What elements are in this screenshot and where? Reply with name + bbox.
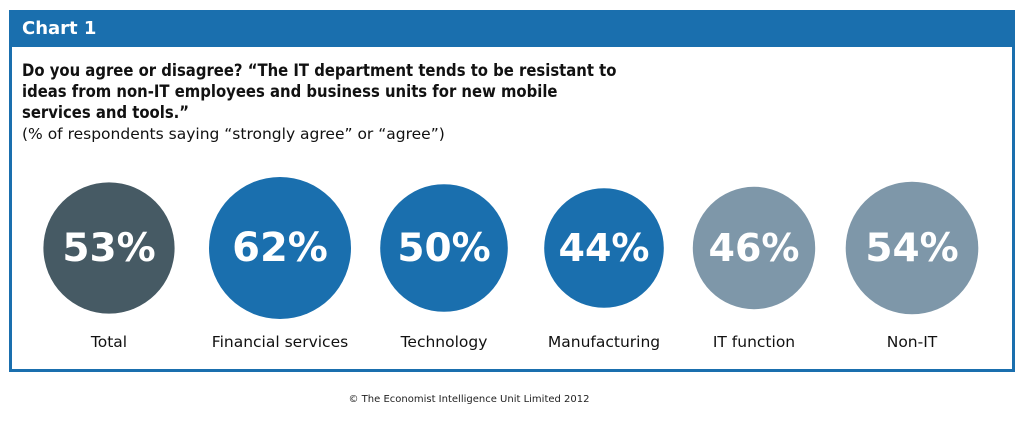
bubble-value-label-technology: 50% xyxy=(397,226,490,271)
bubble-group-non-it: 54% Non-IT xyxy=(845,181,979,351)
chart-header-bar: Chart 1 xyxy=(12,13,1012,47)
bubble-group-technology: 50% Technology xyxy=(380,184,508,351)
bubble-it-function xyxy=(692,186,816,310)
category-label-financial-services: Financial services xyxy=(212,333,348,351)
bubble-manufacturing xyxy=(544,188,664,308)
bubble-group-total: 53% Total xyxy=(43,182,175,351)
chart-header-title: Chart 1 xyxy=(22,18,97,39)
bubble-group-manufacturing: 44% Manufacturing xyxy=(544,188,664,351)
bubble-technology xyxy=(380,184,508,312)
bubble-value-label-total: 53% xyxy=(62,226,155,271)
chart-subnote: (% of respondents saying “strongly agree… xyxy=(22,125,445,143)
bubble-value-label-it-function: 46% xyxy=(709,226,800,270)
copyright-footer: © The Economist Intelligence Unit Limite… xyxy=(348,394,590,405)
bubble-value-label-non-it: 54% xyxy=(865,226,958,271)
bubble-chart: 53% Total 62% Financial services 50% Technolo… xyxy=(43,177,979,351)
category-label-non-it: Non-IT xyxy=(887,333,938,351)
bubble-group-financial-services: 62% Financial services xyxy=(209,177,351,351)
category-label-manufacturing: Manufacturing xyxy=(548,333,660,351)
chart-frame: Chart 1 Do you agree or disagree? “The I… xyxy=(9,10,1015,372)
bubble-value-label-financial-services: 62% xyxy=(232,225,328,271)
category-label-total: Total xyxy=(90,333,127,351)
bubble-value-label-manufacturing: 44% xyxy=(559,226,650,270)
category-label-it-function: IT function xyxy=(713,333,795,351)
chart-question: Do you agree or disagree? “The IT depart… xyxy=(22,61,617,122)
bubble-non-it xyxy=(845,181,979,315)
category-label-technology: Technology xyxy=(400,333,488,351)
bubble-group-it-function: 46% IT function xyxy=(692,186,816,351)
bubble-financial-services xyxy=(209,177,351,319)
bubble-total xyxy=(43,182,175,314)
